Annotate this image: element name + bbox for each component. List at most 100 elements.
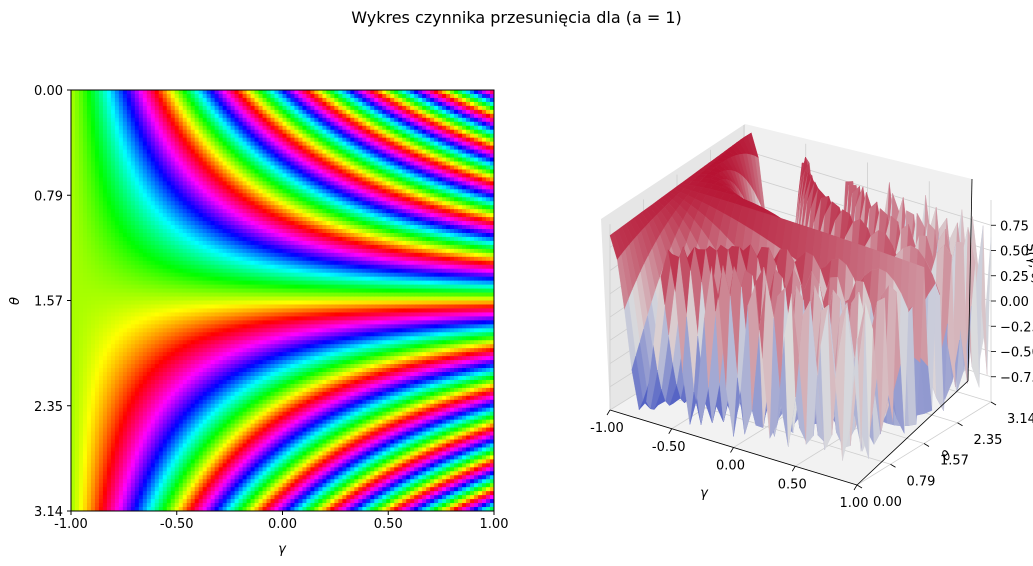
heatmap-cell	[174, 272, 180, 278]
heatmap-cell	[114, 348, 120, 353]
heatmap-cell	[218, 407, 224, 413]
heatmap-cell	[114, 435, 120, 441]
heatmap-cell	[166, 300, 172, 306]
heatmap-cell	[102, 427, 108, 433]
heatmap-cell	[170, 280, 176, 286]
heatmap-cell	[162, 217, 168, 222]
heatmap-cell	[78, 348, 84, 353]
heatmap-cell	[190, 93, 196, 99]
heatmap-cell	[198, 463, 204, 468]
heatmap-cell	[186, 217, 192, 222]
heatmap-cell	[106, 240, 112, 246]
heatmap-cell	[106, 268, 112, 274]
heatmap-cell	[102, 411, 108, 417]
heatmap-cell	[178, 435, 184, 441]
heatmap-cell	[202, 320, 208, 325]
heatmap-cell	[106, 391, 112, 397]
heatmap-cell	[78, 221, 84, 226]
heatmap-cell	[94, 177, 100, 182]
heatmap-cell	[206, 105, 212, 111]
heatmap-cell	[218, 383, 224, 389]
heatmap-cell	[202, 371, 208, 377]
heatmap-cell	[146, 336, 152, 341]
heatmap-cell	[206, 344, 212, 349]
heatmap-cell	[190, 101, 196, 107]
heatmap-cell	[71, 133, 76, 139]
heatmap-cell	[198, 209, 204, 214]
heatmap-cell	[246, 97, 252, 103]
heatmap-cell	[130, 197, 136, 202]
heatmap-cell	[154, 415, 160, 421]
heatmap-cell	[226, 320, 232, 325]
heatmap-cell	[142, 427, 148, 433]
heatmap-cell	[142, 157, 148, 163]
heatmap-cell	[71, 157, 76, 163]
heatmap-cell	[90, 181, 96, 186]
heatmap-cell	[94, 232, 100, 238]
heatmap-cell	[178, 487, 184, 492]
heatmap-cell	[170, 443, 176, 449]
heatmap-cell	[210, 316, 216, 321]
heatmap-cell	[94, 463, 100, 468]
heatmap-cell	[130, 495, 136, 500]
heatmap-cell	[246, 165, 252, 171]
heatmap-cell	[182, 435, 188, 441]
heatmap-cell	[110, 90, 116, 95]
heatmap-cell	[78, 475, 84, 480]
heatmap-cell	[122, 340, 128, 345]
heatmap-cell	[146, 280, 152, 286]
heatmap-cell	[150, 399, 156, 405]
heatmap-cell	[230, 217, 236, 222]
heatmap-cell	[134, 248, 140, 254]
heatmap-cell	[74, 499, 80, 504]
heatmap-cell	[190, 320, 196, 325]
heatmap-cell	[238, 161, 244, 167]
heatmap-cell	[202, 181, 208, 186]
heatmap-cell	[194, 356, 200, 361]
heatmap-cell	[222, 375, 228, 381]
heatmap-cell	[206, 407, 212, 413]
heatmap-cell	[162, 352, 168, 357]
heatmap-cell	[154, 403, 160, 409]
heatmap-cell	[98, 296, 104, 302]
heatmap-cell	[226, 229, 232, 234]
heatmap-cell	[78, 161, 84, 167]
heatmap-cell	[238, 268, 244, 274]
heatmap-cell	[202, 205, 208, 210]
heatmap-cell	[198, 383, 204, 389]
heatmap-cell	[158, 217, 164, 222]
heatmap-cell	[158, 177, 164, 182]
heatmap-cell	[162, 356, 168, 361]
heatmap-cell	[182, 197, 188, 202]
heatmap-cell	[214, 133, 220, 139]
heatmap-cell	[166, 105, 172, 111]
heatmap-cell	[250, 411, 256, 417]
heatmap-cell	[242, 217, 248, 222]
heatmap-cell	[230, 316, 236, 321]
heatmap-cell	[98, 181, 104, 186]
heatmap-cell	[190, 260, 196, 266]
heatmap-cell	[230, 256, 236, 262]
heatmap-cell	[174, 117, 180, 123]
heatmap-cell	[182, 320, 188, 325]
heatmap-cell	[90, 336, 96, 341]
heatmap-cell	[174, 129, 180, 135]
heatmap-cell	[186, 284, 192, 290]
heatmap-cell	[138, 244, 144, 250]
heatmap-cell	[206, 93, 212, 99]
heatmap-cell	[178, 411, 184, 417]
heatmap-cell	[122, 93, 128, 99]
heatmap-cell	[82, 415, 88, 421]
heatmap-cell	[110, 149, 116, 155]
heatmap-cell	[174, 153, 180, 159]
heatmap-cell	[134, 348, 140, 353]
heatmap-cell	[118, 189, 124, 194]
heatmap-cell	[146, 451, 152, 456]
heatmap-cell	[254, 443, 260, 449]
heatmap-cell	[102, 463, 108, 468]
heatmap-cell	[234, 260, 240, 266]
heatmap-cell	[122, 324, 128, 329]
heatmap-cell	[138, 395, 144, 401]
heatmap-cell	[186, 399, 192, 405]
heatmap-cell	[150, 324, 156, 329]
